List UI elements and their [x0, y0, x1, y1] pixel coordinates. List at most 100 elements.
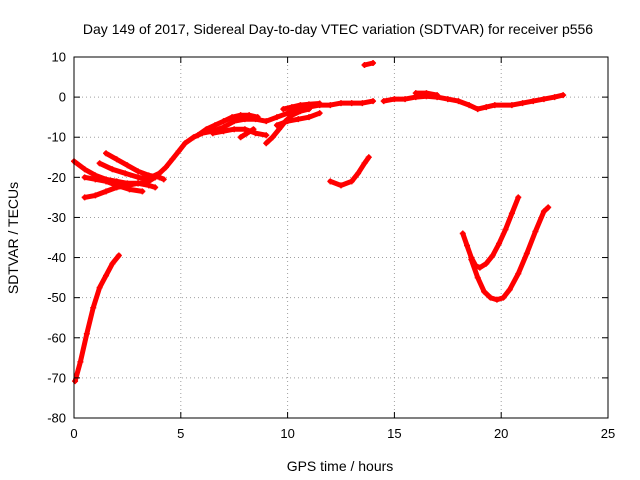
data-point — [515, 194, 522, 201]
data-point — [489, 252, 496, 259]
data-point — [434, 92, 441, 99]
data-point — [162, 164, 169, 171]
data-point — [231, 126, 238, 133]
y-tick-label: -20 — [47, 170, 66, 185]
y-tick-label: -50 — [47, 290, 66, 305]
data-point — [103, 272, 110, 279]
data-point — [273, 114, 280, 121]
data-point — [502, 226, 509, 233]
data-point — [316, 100, 323, 107]
data-point — [284, 118, 291, 125]
data-point — [491, 102, 498, 109]
data-point — [92, 176, 99, 183]
data-point — [338, 100, 344, 107]
data-point — [254, 114, 261, 121]
data-point — [288, 112, 295, 119]
data-point — [135, 180, 142, 187]
data-point — [115, 252, 122, 259]
data-point — [402, 96, 409, 103]
y-tick-label: 0 — [59, 90, 66, 105]
data-track — [148, 98, 376, 180]
data-point — [109, 166, 116, 173]
data-point — [203, 126, 210, 133]
data-track — [381, 92, 566, 112]
data-point — [122, 170, 129, 177]
plot-area — [71, 60, 567, 385]
data-point — [476, 264, 483, 271]
x-tick-label: 20 — [494, 426, 508, 441]
chart-title: Day 149 of 2017, Sidereal Day-to-day VTE… — [83, 21, 593, 37]
data-point — [391, 96, 398, 103]
data-point — [156, 170, 163, 177]
data-point — [152, 184, 159, 191]
data-point — [194, 132, 201, 139]
data-point — [305, 114, 312, 121]
data-point — [190, 134, 197, 141]
data-point — [109, 260, 116, 267]
data-point — [246, 112, 253, 119]
data-point — [455, 98, 462, 105]
data-point — [273, 122, 280, 129]
data-point — [237, 134, 244, 141]
data-point — [493, 296, 500, 303]
plot-frame — [73, 56, 609, 419]
data-point — [169, 156, 176, 163]
data-point — [276, 126, 283, 133]
data-point — [370, 60, 377, 67]
data-point — [229, 114, 236, 121]
data-point — [359, 100, 366, 107]
data-point — [103, 150, 110, 157]
data-point — [474, 106, 481, 113]
data-point — [113, 184, 120, 191]
data-point — [96, 284, 103, 291]
y-tick-label: 10 — [52, 50, 66, 65]
data-point — [481, 288, 488, 295]
data-point — [237, 112, 244, 119]
data-point — [263, 132, 270, 139]
x-axis-label: GPS time / hours — [287, 458, 394, 474]
data-point — [487, 294, 494, 301]
data-point — [103, 188, 110, 195]
x-tick-label: 25 — [601, 426, 615, 441]
data-point — [81, 194, 88, 201]
data-point — [297, 102, 304, 109]
data-point — [444, 96, 451, 103]
data-point — [269, 134, 276, 141]
data-point — [348, 100, 355, 107]
data-point — [81, 166, 88, 173]
y-tick-label: -70 — [47, 370, 66, 385]
y-tick-label: -80 — [47, 411, 66, 426]
data-point — [327, 178, 334, 185]
data-point — [92, 192, 99, 199]
data-point — [295, 116, 302, 123]
data-point — [423, 90, 430, 97]
y-tick-label: -10 — [47, 130, 66, 145]
x-tick-label: 15 — [387, 426, 401, 441]
x-tick-label: 0 — [70, 426, 77, 441]
data-point — [483, 104, 490, 111]
data-point — [77, 358, 84, 365]
data-point — [496, 240, 503, 247]
data-point — [209, 130, 216, 137]
data-point — [147, 174, 154, 181]
data-point — [252, 130, 259, 137]
data-point — [220, 128, 227, 135]
data-point — [284, 110, 291, 117]
data-point — [124, 162, 131, 169]
data-point — [160, 176, 167, 183]
data-point — [288, 104, 295, 111]
data-point — [530, 98, 537, 105]
ticks: 0 5 10 15 20 25 10 0 -10 -20 -30 -40 -50 -60 -70 -80 — [47, 50, 615, 442]
data-point — [135, 168, 142, 175]
y-tick-label: -30 — [47, 210, 66, 225]
data-point — [211, 122, 218, 129]
data-point — [96, 160, 103, 167]
data-point — [370, 98, 377, 105]
data-track — [72, 253, 122, 384]
data-point — [361, 160, 368, 167]
data-point — [515, 270, 522, 277]
data-point — [327, 102, 334, 109]
data-point — [508, 102, 515, 109]
data-point — [175, 148, 182, 155]
